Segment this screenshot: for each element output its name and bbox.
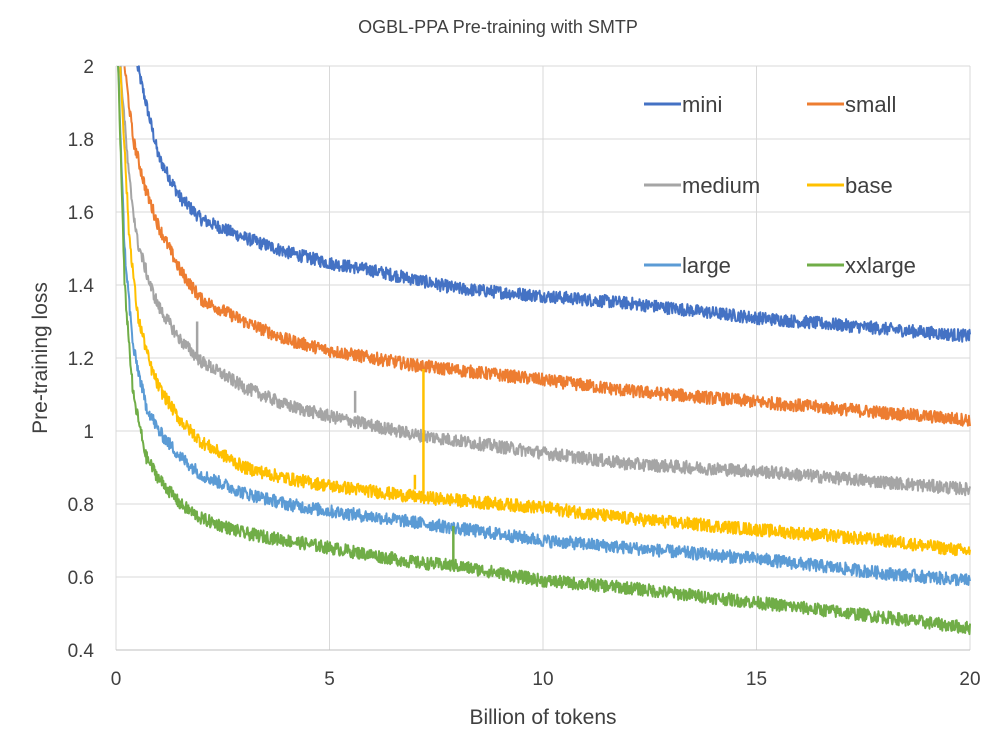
y-tick-label: 2 (83, 57, 94, 78)
series-line-base (119, 66, 971, 557)
series-line-large (117, 65, 971, 587)
y-tick-label: 0.6 (68, 568, 94, 589)
chart-title: OGBL-PPA Pre-training with SMTP (358, 17, 638, 37)
series-line-xxlarge (117, 65, 971, 636)
series-line-small (123, 66, 971, 427)
series-line-medium (119, 65, 971, 497)
x-tick-label: 5 (324, 669, 335, 690)
spike-annotations (195, 321, 455, 570)
x-tick-label: 20 (959, 669, 980, 690)
y-tick-label: 0.8 (68, 495, 94, 516)
y-axis-title: Pre-training loss (29, 282, 52, 434)
gridlines (115, 65, 971, 651)
legend-label-base: base (845, 173, 893, 198)
legend-label-large: large (682, 253, 731, 278)
series-lines (117, 65, 971, 636)
y-tick-label: 1.2 (68, 349, 94, 370)
series-line-mini (136, 65, 971, 343)
legend-label-small: small (845, 92, 896, 117)
x-tick-label: 15 (746, 669, 767, 690)
legend-label-mini: mini (682, 92, 722, 117)
y-tick-label: 1.8 (68, 130, 94, 151)
x-tick-label: 0 (111, 669, 122, 690)
y-tick-labels: 0.4 0.6 0.8 1 1.2 1.4 1.6 1.8 2 (68, 57, 95, 662)
legend-label-xxlarge: xxlarge (845, 253, 916, 278)
y-tick-label: 0.4 (68, 641, 95, 662)
y-tick-label: 1 (83, 422, 94, 443)
y-tick-label: 1.6 (68, 203, 94, 224)
legend: mini small medium base large xxlarge (644, 92, 916, 278)
x-tick-label: 10 (532, 669, 553, 690)
x-axis-title: Billion of tokens (469, 706, 616, 729)
legend-label-medium: medium (682, 173, 760, 198)
x-tick-labels: 0 5 10 15 20 (111, 669, 981, 690)
y-tick-label: 1.4 (68, 276, 95, 297)
